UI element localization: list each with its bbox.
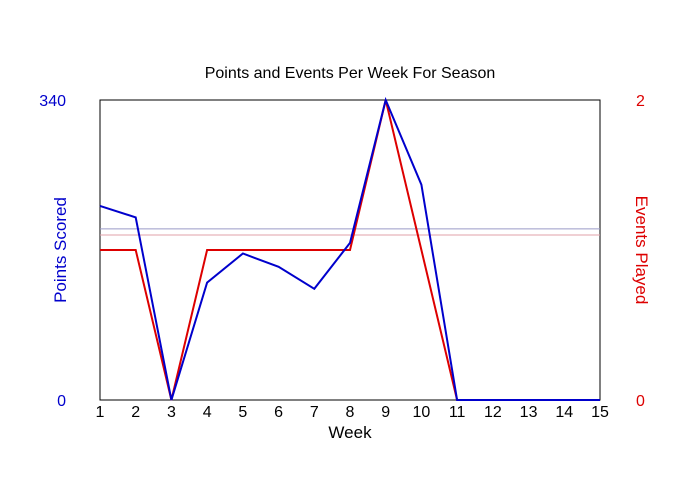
x-axis-label: Week	[328, 423, 372, 442]
chart-title: Points and Events Per Week For Season	[205, 65, 496, 82]
left-axis-ticks: 0 340	[39, 93, 66, 410]
x-tick-label: 7	[310, 404, 319, 421]
x-tick-label: 1	[96, 404, 105, 421]
series-line-points-scored	[99, 96, 600, 401]
left-tick-label: 0	[57, 393, 66, 410]
x-tick-label: 5	[238, 404, 247, 421]
right-tick-label: 2	[636, 93, 645, 110]
right-tick-label: 0	[636, 393, 645, 410]
left-axis-label: Points Scored	[51, 197, 70, 303]
x-tick-label: 13	[520, 404, 538, 421]
right-axis-ticks: 02	[636, 93, 645, 410]
right-axis-label: Events Played	[632, 196, 651, 305]
x-tick-label: 14	[555, 404, 573, 421]
x-tick-label: 12	[484, 404, 502, 421]
x-tick-label: 8	[346, 404, 355, 421]
x-tick-label: 15	[591, 404, 609, 421]
series-line-events-played	[100, 99, 600, 401]
x-tick-label: 2	[131, 404, 140, 421]
series-lines	[99, 96, 600, 401]
x-tick-label: 3	[167, 404, 176, 421]
left-tick-label: 340	[39, 93, 66, 110]
average-lines	[100, 228, 600, 236]
x-tick-label: 9	[381, 404, 390, 421]
x-tick-label: 4	[203, 404, 212, 421]
x-tick-label: 10	[413, 404, 431, 421]
x-axis-ticks: 1 2 3 4 5 6 7 8 9 10 11 12 13 14 15	[96, 404, 609, 421]
x-tick-label: 11	[449, 404, 466, 421]
x-tick-label: 6	[274, 404, 283, 421]
